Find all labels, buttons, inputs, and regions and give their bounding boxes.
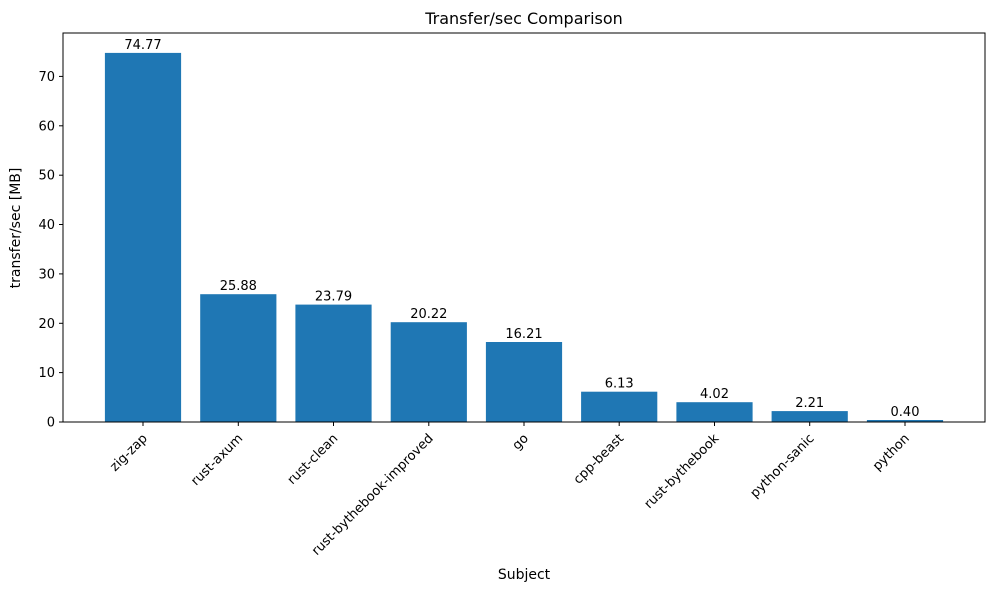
bar-value-label: 20.22 — [410, 307, 447, 322]
y-tick-label: 30 — [38, 267, 55, 282]
y-tick-label: 20 — [38, 317, 55, 332]
bar-value-label: 0.40 — [891, 405, 920, 420]
bar-value-label: 2.21 — [795, 396, 824, 411]
bar-rust-bythebook-improved — [390, 322, 467, 422]
x-tick-label-go: go — [510, 431, 532, 453]
bar-value-label: 23.79 — [315, 290, 352, 305]
x-tick-label-cpp-beast: cpp-beast — [571, 431, 627, 487]
x-tick-label-zig-zap: zig-zap — [107, 431, 150, 474]
chart-title: Transfer/sec Comparison — [424, 9, 623, 28]
bar-rust-axum — [200, 294, 277, 422]
bar-value-label: 74.77 — [124, 38, 161, 53]
y-tick-label: 0 — [47, 416, 55, 431]
bar-value-label: 25.88 — [220, 279, 257, 294]
bar-go — [485, 342, 563, 422]
bar-cpp-beast — [581, 391, 658, 422]
x-tick-label-rust-bythebook: rust-bythebook — [642, 431, 723, 512]
bar-python — [866, 420, 944, 422]
y-tick-label: 70 — [38, 70, 55, 85]
bar-rust-clean — [295, 304, 372, 422]
y-tick-label: 10 — [38, 366, 55, 381]
x-tick-label-python-sanic: python-sanic — [748, 431, 818, 501]
bar-value-label: 6.13 — [605, 377, 634, 392]
bar-value-label: 4.02 — [700, 387, 729, 402]
y-tick-label: 50 — [38, 169, 55, 184]
y-tick-label: 60 — [38, 119, 55, 134]
bar-zig-zap — [104, 52, 182, 423]
x-tick-label-python: python — [870, 431, 913, 474]
y-axis-label: transfer/sec [MB] — [8, 168, 24, 289]
bars-layer — [104, 52, 944, 423]
bar-rust-bythebook — [676, 402, 753, 422]
x-tick-label-rust-clean: rust-clean — [285, 431, 342, 488]
x-axis-label: Subject — [498, 567, 551, 583]
bar-value-label: 16.21 — [505, 327, 542, 342]
y-tick-label: 40 — [38, 218, 55, 233]
axes-layer — [59, 32, 986, 426]
bar-python-sanic — [771, 411, 848, 422]
x-tick-label-rust-axum: rust-axum — [188, 431, 246, 489]
